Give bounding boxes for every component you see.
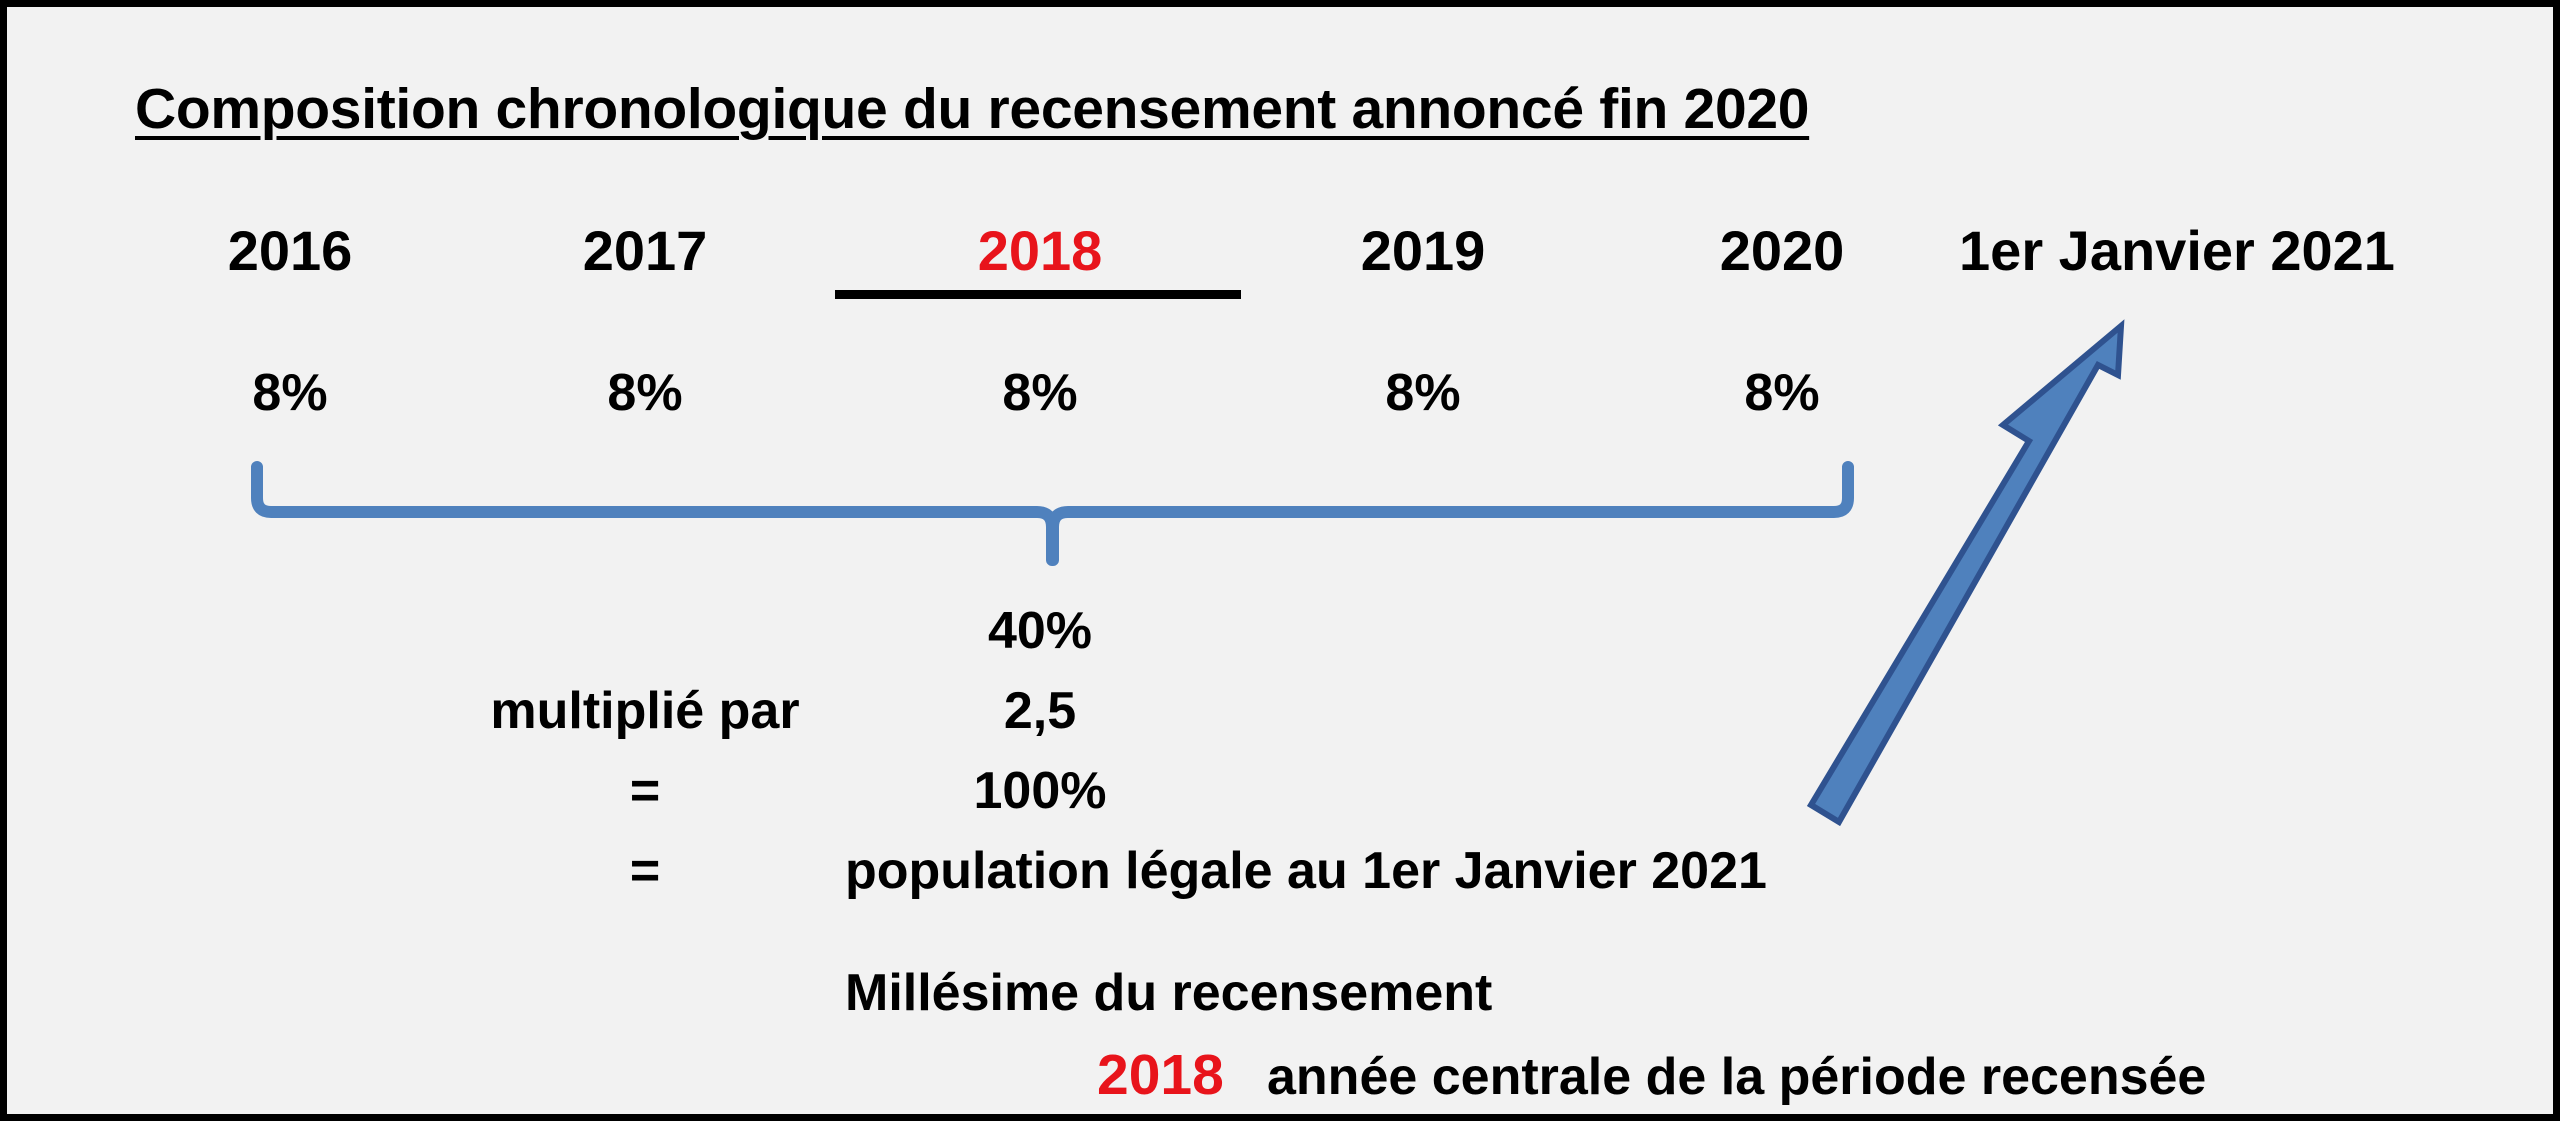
year-2017-percent: 8% [607,364,683,422]
central-year-underline [835,290,1241,299]
result-text: population légale au 1er Janvier 2021 [845,842,1767,900]
target-date-label: 1er Janvier 2021 [1959,219,2395,282]
multiplier-value: 2,5 [1003,682,1077,740]
millesime-year: 2018 [1097,1043,1224,1107]
sum-percent: 40% [987,602,1093,660]
year-2020-percent: 8% [1744,364,1820,422]
year-2018-label: 2018 [977,219,1103,282]
diagram-title: Composition chronologique du recensement… [135,77,1810,141]
year-2016-percent: 8% [252,364,328,422]
year-2017-label: 2017 [582,219,708,282]
millesime-description: année centrale de la période recensée [1267,1048,2207,1106]
year-2020-label: 2020 [1719,219,1845,282]
year-2018-percent: 8% [1002,364,1078,422]
year-2019-label: 2019 [1360,219,1486,282]
year-2016-label: 2016 [227,219,353,282]
millesime-label: Millésime du recensement [845,964,1493,1022]
result-percent: 100% [973,762,1107,820]
multiply-label: multiplié par [490,682,800,740]
year-2019-percent: 8% [1385,364,1461,422]
equals-sign-1: = [629,762,661,820]
equals-sign-2: = [629,842,661,900]
